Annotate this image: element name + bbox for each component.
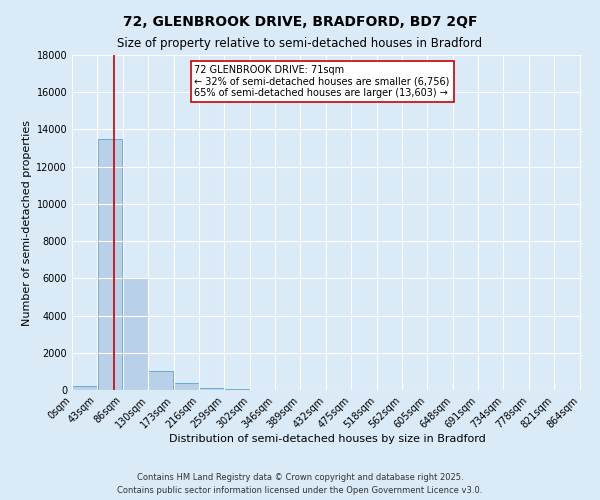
X-axis label: Distribution of semi-detached houses by size in Bradford: Distribution of semi-detached houses by …	[169, 434, 485, 444]
Bar	[224, 389, 250, 390]
Bar	[199, 388, 224, 390]
Text: Contains HM Land Registry data © Crown copyright and database right 2025.
Contai: Contains HM Land Registry data © Crown c…	[118, 474, 482, 495]
Bar	[123, 278, 148, 390]
Text: 72, GLENBROOK DRIVE, BRADFORD, BD7 2QF: 72, GLENBROOK DRIVE, BRADFORD, BD7 2QF	[123, 15, 477, 29]
Text: Size of property relative to semi-detached houses in Bradford: Size of property relative to semi-detach…	[118, 38, 482, 51]
Bar	[72, 386, 97, 390]
Bar	[98, 138, 122, 390]
Bar	[148, 372, 173, 390]
Y-axis label: Number of semi-detached properties: Number of semi-detached properties	[22, 120, 32, 326]
Bar	[174, 384, 199, 390]
Text: 72 GLENBROOK DRIVE: 71sqm
← 32% of semi-detached houses are smaller (6,756)
65% : 72 GLENBROOK DRIVE: 71sqm ← 32% of semi-…	[194, 65, 450, 98]
